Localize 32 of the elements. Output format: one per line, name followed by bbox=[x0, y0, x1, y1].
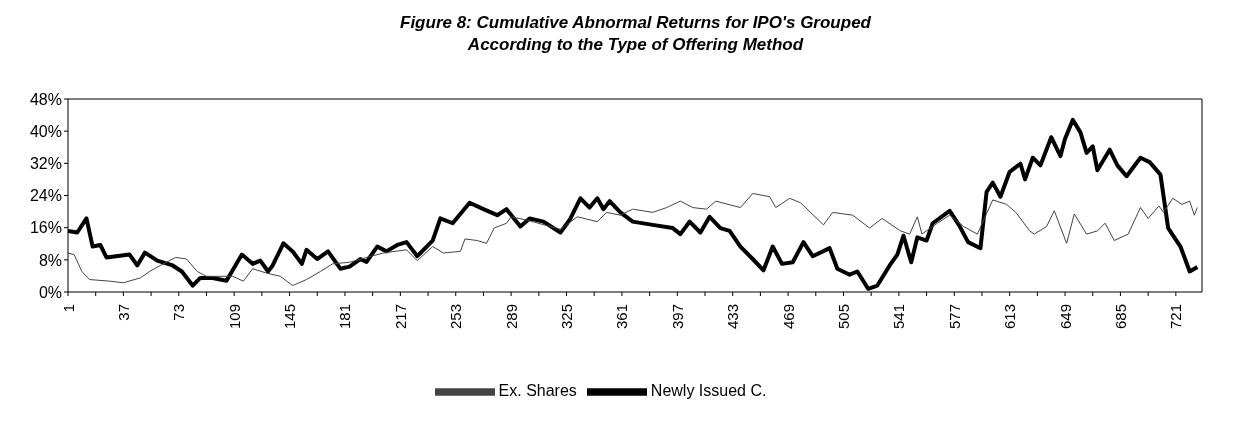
x-tick-label: 433 bbox=[724, 304, 742, 330]
x-tick-label: 145 bbox=[281, 304, 299, 330]
x-tick-label: 181 bbox=[336, 304, 354, 330]
x-tick-label: 541 bbox=[890, 304, 908, 330]
x-tick-label: 469 bbox=[779, 304, 797, 330]
chart-title: Figure 8: Cumulative Abnormal Returns for IPO's Grouped According to the Type of Offering Method bbox=[399, 12, 872, 56]
x-tick-label: 361 bbox=[613, 304, 631, 330]
y-tick-label: 24% bbox=[29, 187, 62, 205]
x-tick-label: 1 bbox=[59, 304, 77, 313]
x-tick-label: 577 bbox=[945, 304, 963, 330]
x-tick-label: 613 bbox=[1001, 304, 1019, 330]
x-tick-label: 253 bbox=[447, 304, 465, 330]
y-tick-label: 0% bbox=[38, 283, 62, 301]
legend-label: Newly Issued C. bbox=[650, 382, 767, 400]
y-tick-label: 8% bbox=[38, 251, 62, 269]
y-tick-label: 16% bbox=[29, 219, 62, 237]
x-tick-label: 649 bbox=[1056, 304, 1074, 330]
line-series bbox=[68, 192, 1198, 287]
y-tick-label: 40% bbox=[29, 122, 62, 140]
y-tick-label: 48% bbox=[29, 90, 62, 108]
x-tick-label: 109 bbox=[225, 304, 243, 330]
x-tick-label: 505 bbox=[834, 304, 852, 330]
x-tick-label: 397 bbox=[668, 304, 686, 330]
x-tick-label: 37 bbox=[114, 304, 132, 321]
x-tick-label: 685 bbox=[1111, 304, 1129, 330]
y-tick-label: 32% bbox=[29, 155, 62, 173]
x-tick-label: 73 bbox=[170, 304, 188, 321]
x-tick-label: 217 bbox=[391, 304, 409, 330]
x-tick-label: 325 bbox=[558, 304, 576, 330]
x-tick-label: 721 bbox=[1167, 304, 1185, 330]
x-tick-label: 289 bbox=[502, 304, 520, 330]
legend-label: Ex. Shares bbox=[498, 382, 577, 400]
